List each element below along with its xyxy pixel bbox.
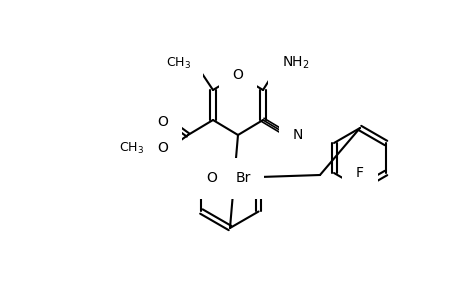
Text: NH$_2$: NH$_2$ — [281, 55, 309, 71]
Text: O: O — [157, 115, 168, 129]
Text: Br: Br — [235, 172, 250, 185]
Text: CH$_3$: CH$_3$ — [118, 140, 144, 156]
Text: O: O — [232, 68, 243, 82]
Text: O: O — [157, 141, 168, 155]
Text: F: F — [355, 166, 363, 180]
Text: CH$_3$: CH$_3$ — [166, 56, 190, 70]
Text: O: O — [206, 172, 217, 185]
Text: N: N — [292, 128, 303, 142]
